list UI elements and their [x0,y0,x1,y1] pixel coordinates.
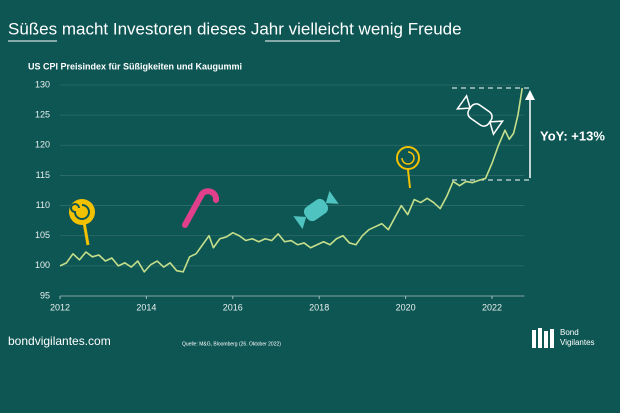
x-tick-label: 2022 [482,302,502,312]
y-tick-label: 105 [35,230,50,240]
y-tick-label: 115 [36,170,50,180]
logo-text: Bond [560,328,579,337]
y-tick-label: 125 [35,110,50,120]
website: bondvigilantes.com [8,334,111,348]
x-tick-label: 2020 [396,302,416,312]
chart-subtitle: US CPI Preisindex für Süßigkeiten und Ka… [28,61,242,71]
y-tick-label: 100 [35,260,50,270]
data-line [59,87,524,273]
y-tick-label: 110 [36,200,50,210]
x-tick-label: 2014 [136,302,156,312]
chart-title: Süßes macht Investoren dieses Jahr viell… [8,19,462,38]
candy-outline-icon [455,94,505,136]
annotation: YoY: +13% [540,128,605,143]
candy-cane-icon [182,188,219,228]
y-tick-label: 130 [35,79,50,89]
annotation-arrowhead [525,90,535,100]
y-tick-label: 120 [35,140,50,150]
source: Quelle: M&G, Bloomberg (26. Oktober 2022… [182,341,281,347]
x-tick-label: 2012 [50,302,70,312]
candy-icon [293,190,339,230]
logo-figures [532,328,554,348]
logo-text: Vigilantes [560,338,595,347]
y-tick-label: 95 [40,290,50,300]
lollipop-icon [69,199,95,246]
x-tick-label: 2018 [309,302,329,312]
x-tick-label: 2016 [223,302,243,312]
lollipop-outline-icon [396,146,420,189]
